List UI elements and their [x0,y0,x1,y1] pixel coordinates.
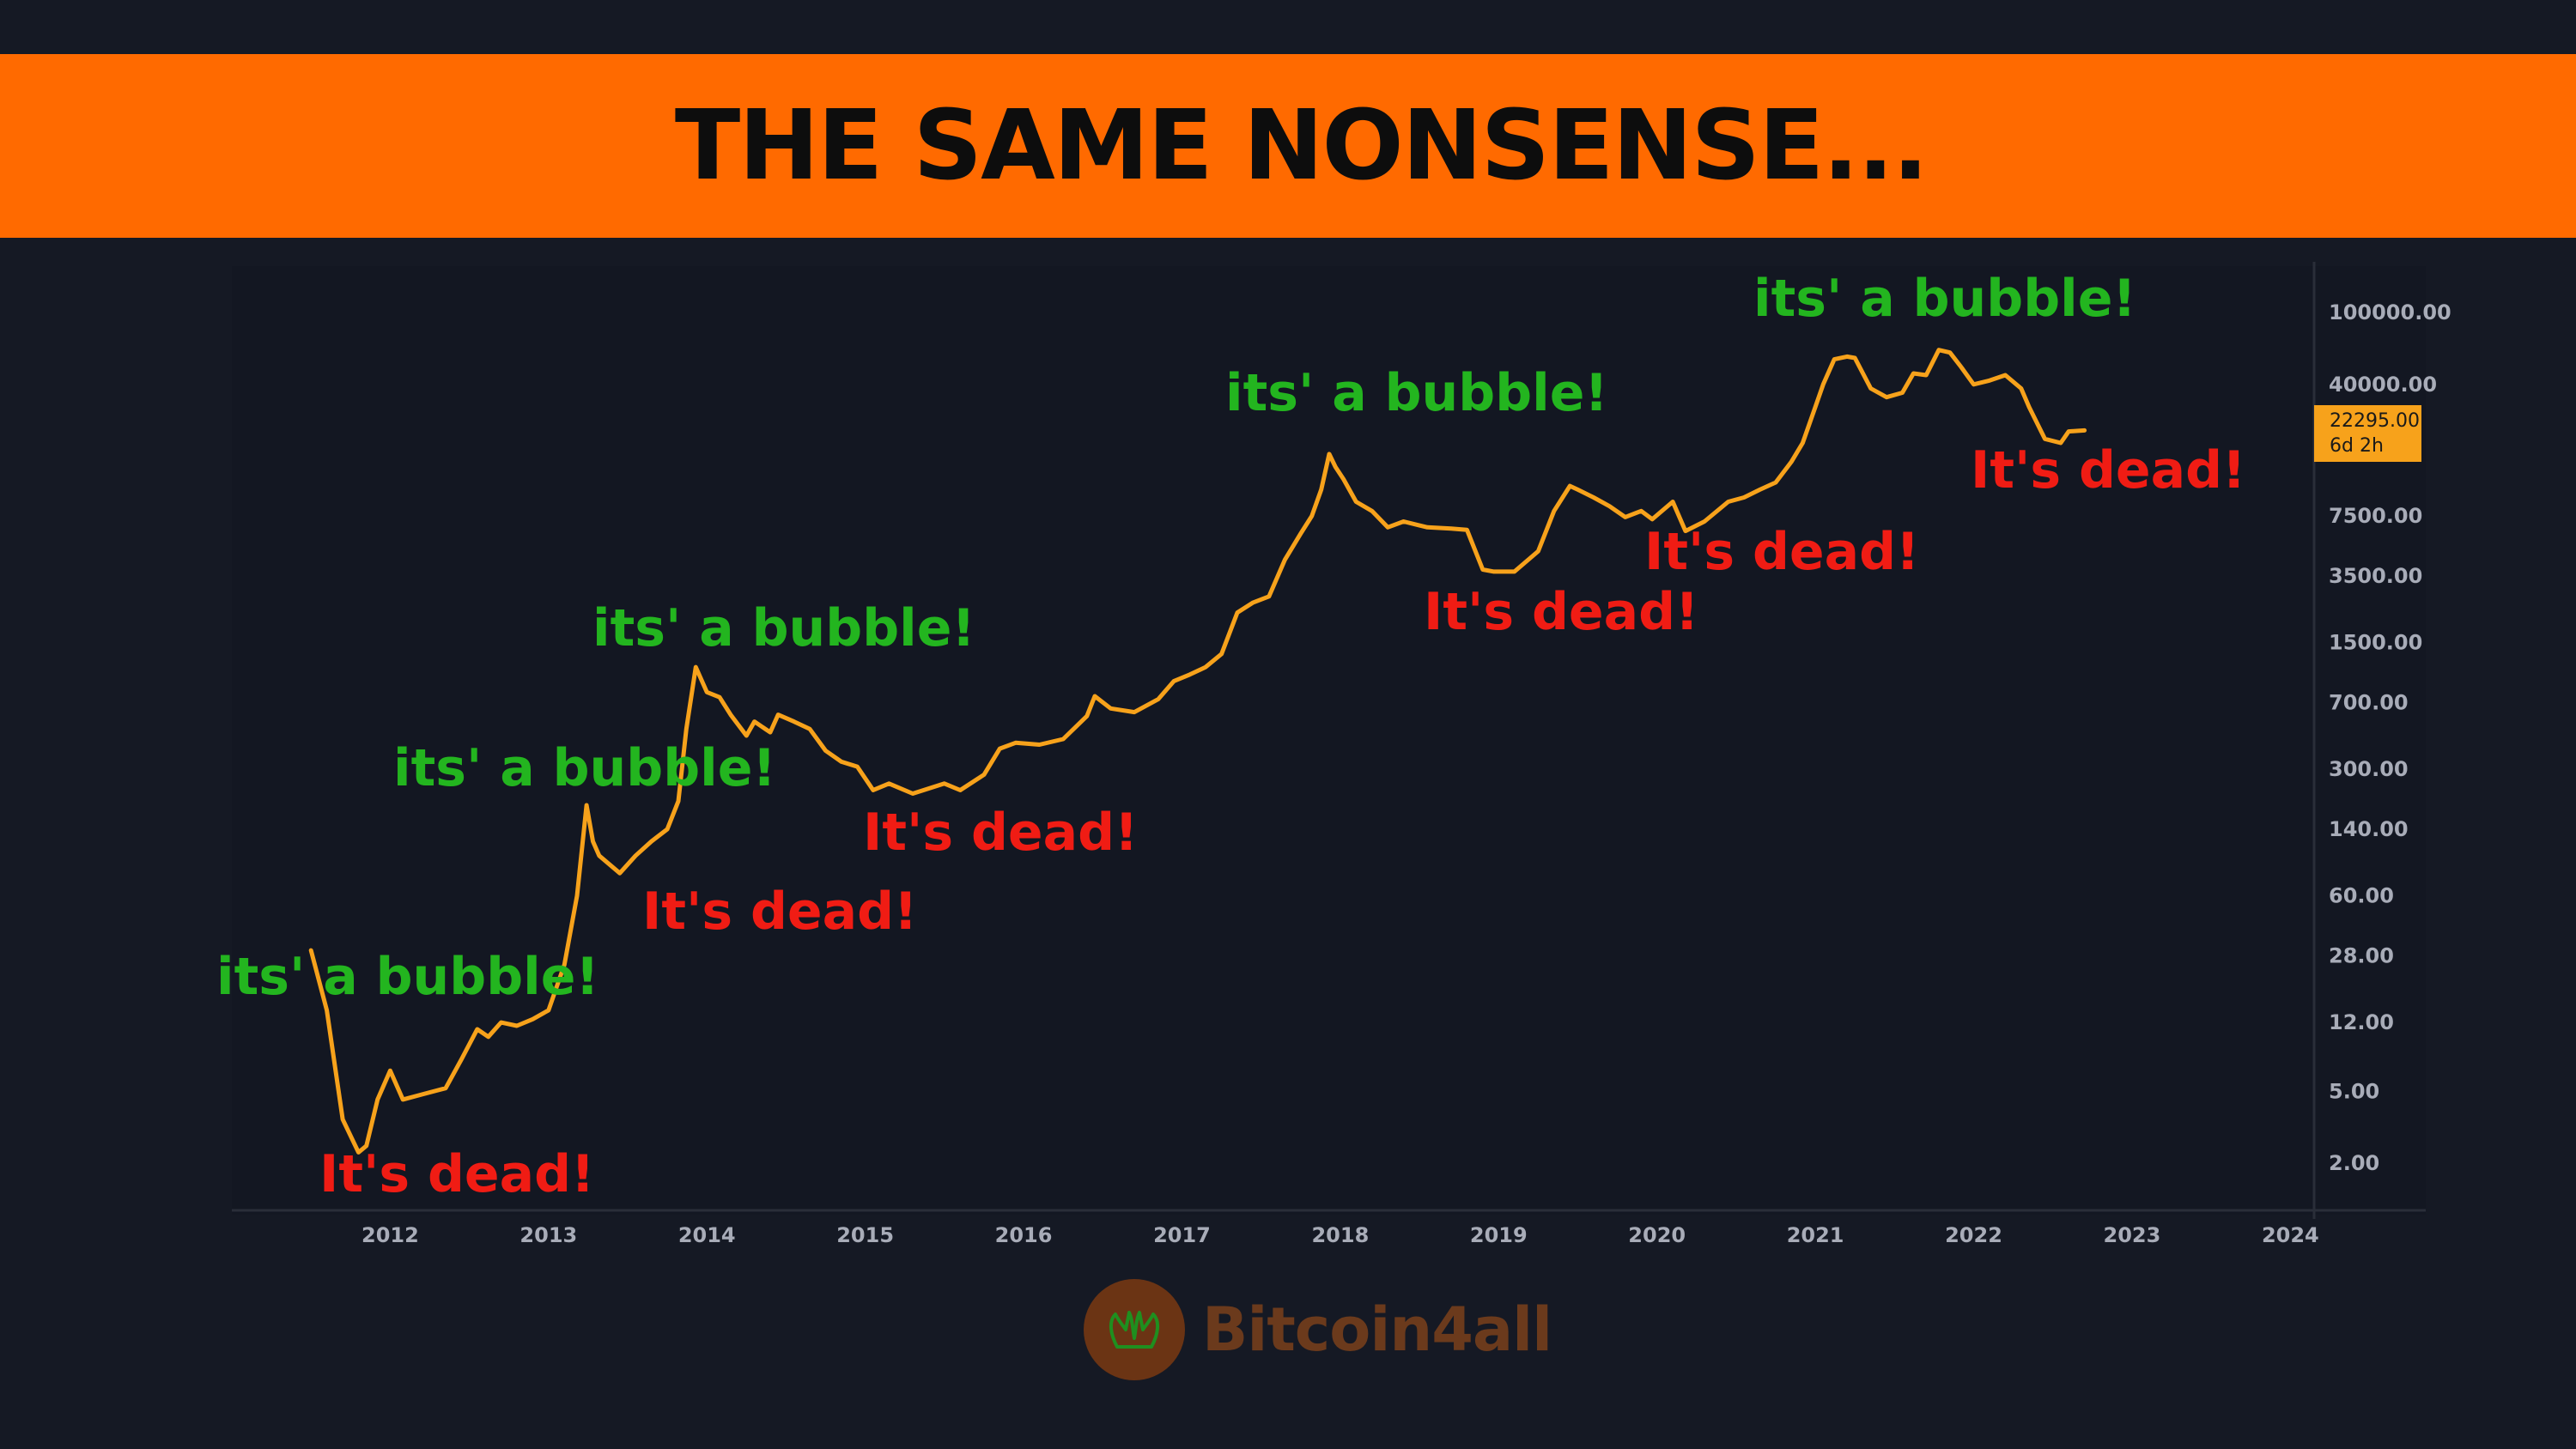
bubble-annotation: its' a bubble! [216,947,599,1007]
y-tick-label: 140.00 [2329,817,2409,841]
x-tick-label: 2012 [361,1223,419,1247]
page-title: THE SAME NONSENSE... [674,90,1929,202]
y-tick-label: 60.00 [2329,884,2394,908]
dead-annotation: It's dead! [319,1144,594,1204]
dead-annotation: It's dead! [642,882,917,942]
bubble-annotation: its' a bubble! [393,738,776,798]
plot-area [232,266,2426,1215]
x-tick-label: 2016 [995,1223,1053,1247]
x-tick-label: 2023 [2104,1223,2161,1247]
bubble-annotation: its' a bubble! [1753,269,2136,329]
last-price-label: 22295.00 6d 2h [2314,405,2421,462]
bubble-annotation: its' a bubble! [1225,363,1608,423]
y-tick-label: 300.00 [2329,757,2409,781]
x-tick-label: 2018 [1311,1223,1369,1247]
dead-annotation: It's dead! [1424,582,1698,642]
y-tick-label: 700.00 [2329,690,2409,714]
price-line [308,348,2087,1155]
hands-icon [1084,1279,1185,1380]
x-tick-label: 2019 [1470,1223,1528,1247]
logo-text: Bitcoin4all [1202,1294,1552,1365]
dead-annotation: It's dead! [863,803,1138,863]
y-tick-label: 28.00 [2329,943,2394,967]
x-tick-label: 2024 [2262,1223,2319,1247]
x-tick-label: 2014 [678,1223,736,1247]
y-tick-label: 40000.00 [2329,373,2437,397]
y-tick-label: 5.00 [2329,1079,2379,1103]
bubble-annotation: its' a bubble! [592,598,975,658]
logo: Bitcoin4all [1084,1279,1552,1380]
x-tick-label: 2013 [519,1223,577,1247]
x-tick-label: 2015 [836,1223,894,1247]
title-banner: THE SAME NONSENSE... [0,54,2576,238]
dead-annotation: It's dead! [1644,522,1919,582]
x-tick-label: 2021 [1787,1223,1844,1247]
y-tick-label: 7500.00 [2329,504,2422,528]
annotations: its' a bubble! It's dead! its' a bubble! It… [216,269,2245,1204]
x-tick-label: 2020 [1628,1223,1686,1247]
bar-countdown: 6d 2h [2330,435,2384,457]
x-tick-label: 2022 [1945,1223,2002,1247]
y-tick-label: 100000.00 [2329,300,2451,324]
y-tick-label: 12.00 [2329,1010,2394,1034]
y-tick-label: 2.00 [2329,1151,2379,1175]
y-tick-label: 3500.00 [2329,564,2422,588]
dead-annotation: It's dead! [1971,440,2245,500]
last-price: 22295.00 [2330,410,2420,432]
y-tick-label: 1500.00 [2329,631,2422,655]
x-axis-ticks: 2012 2013 2014 2015 2016 2017 2018 2019 2020 2021… [361,1223,2319,1247]
x-tick-label: 2017 [1153,1223,1211,1247]
y-axis-ticks: 100000.00 40000.00 7500.00 3500.00 1500.00 70… [2329,300,2451,1175]
